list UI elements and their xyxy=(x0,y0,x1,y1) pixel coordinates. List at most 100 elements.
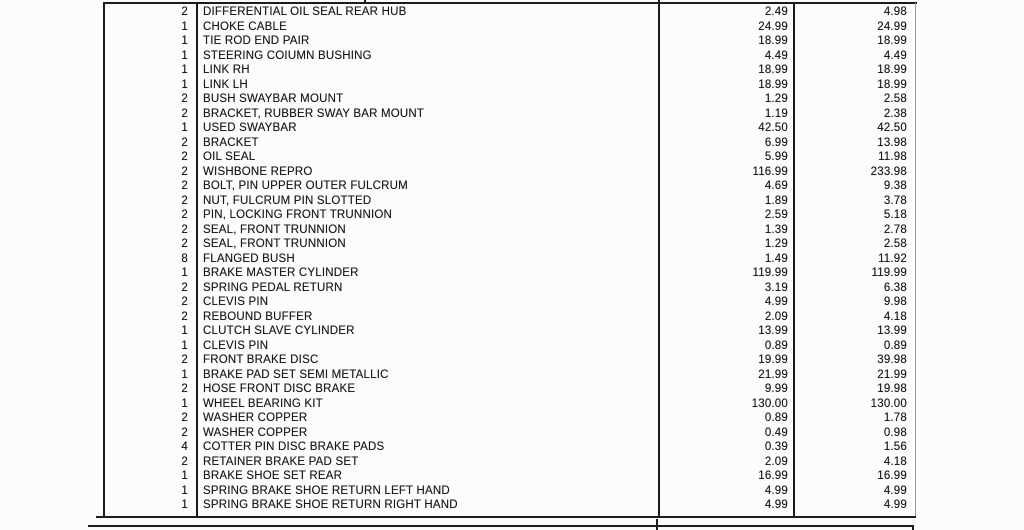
unit-price-cell: 18.99 xyxy=(758,35,788,47)
quantity-cell: 1 xyxy=(181,49,188,62)
unit-price-column-divider xyxy=(793,3,795,517)
description-cell: BRAKE PAD SET SEMI METALLIC xyxy=(203,368,389,381)
total-price-cell: 4.18 xyxy=(883,455,907,468)
quantity-cell: 2 xyxy=(181,281,188,294)
table-bottom-border xyxy=(96,516,916,518)
qty-column-divider xyxy=(196,2,198,517)
table-left-border xyxy=(103,2,105,517)
table-row: 2 NUT, FULCRUM PIN SLOTTED 1.89 3.78 xyxy=(0,194,916,209)
table-row: 2 SEAL, FRONT TRUNNION 1.29 2.58 xyxy=(0,237,916,252)
total-price-cell: 6.38 xyxy=(883,281,907,294)
total-price-cell: 16.99 xyxy=(877,470,907,482)
total-price-cell: 24.99 xyxy=(877,20,907,33)
unit-price-cell: 19.99 xyxy=(758,354,788,366)
unit-price-cell: 2.09 xyxy=(764,455,788,468)
quantity-cell: 2 xyxy=(181,194,188,207)
unit-price-cell: 1.49 xyxy=(764,252,788,265)
total-price-cell: 0.89 xyxy=(883,339,907,352)
invoice-line-items-table: 2 DIFFERENTIAL OIL SEAL REAR HUB 2.49 4.… xyxy=(0,5,916,513)
description-cell: WASHER COPPER xyxy=(203,412,308,424)
quantity-cell: 1 xyxy=(181,325,188,337)
table-row: 1 LINK RH 18.99 18.99 xyxy=(0,63,916,78)
unit-price-cell: 1.29 xyxy=(764,238,788,250)
unit-price-cell: 16.99 xyxy=(758,470,788,482)
table-row: 2 REBOUND BUFFER 2.09 4.18 xyxy=(0,310,916,325)
table-row: 2 WASHER COPPER 0.49 0.98 xyxy=(0,426,916,441)
table-row: 1 USED SWAYBAR 42.50 42.50 xyxy=(0,121,916,136)
total-price-cell: 11.92 xyxy=(878,252,907,265)
quantity-cell: 2 xyxy=(181,6,188,18)
total-price-cell: 5.18 xyxy=(883,209,907,221)
table-row: 1 LINK LH 18.99 18.99 xyxy=(0,78,916,93)
header-column-stub xyxy=(364,0,366,3)
description-cell: BRAKE SHOE SET REAR xyxy=(203,470,343,482)
table-row: 2 CLEVIS PIN 4.99 9.98 xyxy=(0,295,916,310)
total-price-cell: 4.98 xyxy=(883,6,907,18)
description-cell: DIFFERENTIAL OIL SEAL REAR HUB xyxy=(203,6,407,18)
quantity-cell: 1 xyxy=(181,484,188,497)
total-price-cell: 18.99 xyxy=(877,35,907,47)
table-row: 2 FRONT BRAKE DISC 19.99 39.98 xyxy=(0,353,916,368)
total-price-cell: 4.99 xyxy=(883,499,907,511)
quantity-cell: 2 xyxy=(181,238,188,250)
quantity-cell: 1 xyxy=(181,78,188,91)
quantity-cell: 2 xyxy=(181,354,188,366)
quantity-cell: 2 xyxy=(181,209,188,221)
table-row: 2 SEAL, FRONT TRUNNION 1.39 2.78 xyxy=(0,223,916,238)
total-price-cell: 13.98 xyxy=(877,136,907,149)
quantity-cell: 2 xyxy=(181,455,188,468)
unit-price-cell: 1.19 xyxy=(764,107,788,120)
description-cell: BOLT, PIN UPPER OUTER FULCRUM xyxy=(203,180,408,192)
total-price-cell: 21.99 xyxy=(877,368,907,381)
unit-price-cell: 18.99 xyxy=(758,64,788,76)
quantity-cell: 1 xyxy=(181,470,188,482)
description-cell: BRACKET xyxy=(203,136,259,149)
unit-price-cell: 2.09 xyxy=(764,310,788,323)
quantity-cell: 2 xyxy=(181,180,188,192)
table-row: 1 BRAKE PAD SET SEMI METALLIC 21.99 21.9… xyxy=(0,368,916,383)
table-row: 8 FLANGED BUSH 1.49 11.92 xyxy=(0,252,916,267)
unit-price-cell: 1.89 xyxy=(764,194,788,207)
unit-price-cell: 4.99 xyxy=(764,484,788,497)
unit-price-cell: 24.99 xyxy=(758,20,788,33)
description-cell: SPRING PEDAL RETURN xyxy=(203,281,343,294)
unit-price-cell: 3.19 xyxy=(764,281,788,294)
table-row: 2 SPRING PEDAL RETURN 3.19 6.38 xyxy=(0,281,916,296)
unit-price-cell: 4.69 xyxy=(764,180,788,192)
total-price-cell: 0.98 xyxy=(883,426,907,439)
total-price-cell: 9.38 xyxy=(883,180,907,192)
table-row: 2 BRACKET 6.99 13.98 xyxy=(0,136,916,151)
table-row: 1 BRAKE MASTER CYLINDER 119.99 119.99 xyxy=(0,266,916,281)
unit-price-cell: 116.99 xyxy=(752,165,788,178)
description-cell: HOSE FRONT DISC BRAKE xyxy=(203,383,356,395)
table-row: 2 WISHBONE REPRO 116.99 233.98 xyxy=(0,165,916,180)
description-cell: TIE ROD END PAIR xyxy=(203,35,310,47)
description-cell: CHOKE CABLE xyxy=(203,20,288,33)
quantity-cell: 1 xyxy=(181,20,188,33)
total-price-cell: 2.38 xyxy=(883,107,907,120)
description-cell: SEAL, FRONT TRUNNION xyxy=(203,238,346,250)
unit-price-cell: 4.99 xyxy=(764,499,788,511)
total-price-cell: 2.58 xyxy=(883,238,907,250)
total-price-cell: 130.00 xyxy=(870,397,907,410)
unit-price-cell: 5.99 xyxy=(764,151,788,163)
quantity-cell: 1 xyxy=(181,499,188,511)
table-row: 1 CHOKE CABLE 24.99 24.99 xyxy=(0,20,916,35)
total-price-cell: 18.99 xyxy=(877,64,907,76)
description-cell: USED SWAYBAR xyxy=(203,122,297,134)
unit-price-cell: 119.99 xyxy=(752,267,788,279)
total-price-cell: 9.98 xyxy=(883,296,907,308)
totals-box-divider-stub xyxy=(656,519,658,530)
unit-price-cell: 0.89 xyxy=(764,339,788,352)
total-price-cell: 4.18 xyxy=(883,310,907,323)
total-price-cell: 4.99 xyxy=(883,484,907,497)
unit-price-cell: 130.00 xyxy=(751,397,788,410)
description-cell: FLANGED BUSH xyxy=(203,252,295,265)
table-row: 2 RETAINER BRAKE PAD SET 2.09 4.18 xyxy=(0,455,916,470)
total-price-cell: 19.98 xyxy=(877,383,907,395)
description-cell: STEERING COIUMN BUSHING xyxy=(203,49,372,62)
quantity-cell: 2 xyxy=(181,151,188,163)
quantity-cell: 2 xyxy=(181,165,188,178)
quantity-cell: 2 xyxy=(181,296,188,308)
total-price-cell: 3.78 xyxy=(883,194,907,207)
